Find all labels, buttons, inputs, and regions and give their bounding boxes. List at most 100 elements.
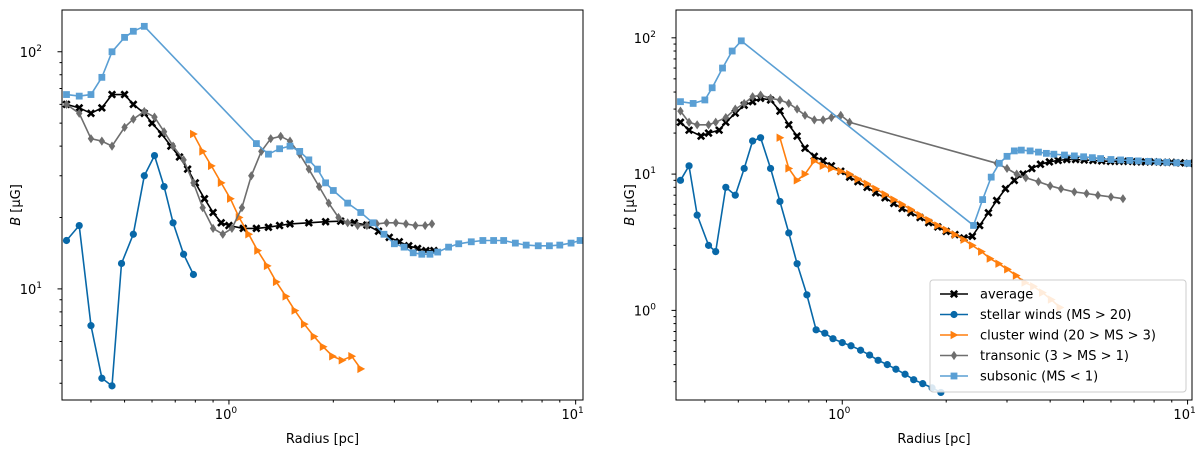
series-line-average [66,93,434,252]
data-point-transonic [1013,169,1020,179]
data-point-cluster [872,184,881,194]
data-point-transonic [238,203,246,213]
data-point-subsonic [286,142,294,150]
data-point-transonic [141,106,148,117]
data-point-subsonic [1003,152,1011,160]
data-point-average [748,97,757,106]
data-point-stellar [169,219,177,227]
data-point-transonic [277,131,284,141]
data-point-stellar [150,151,159,160]
data-point-transonic [108,141,116,151]
data-point-transonic [677,106,684,116]
data-point-transonic [1119,194,1127,204]
data-point-transonic [87,134,95,144]
data-point-average [252,224,261,233]
data-point-subsonic [455,240,463,248]
data-point-transonic [98,136,106,146]
data-point-subsonic [1026,147,1034,155]
data-point-subsonic [1080,153,1088,161]
data-point-cluster [854,174,863,184]
data-point-cluster [837,167,846,176]
data-point-subsonic [1010,147,1018,155]
data-point-subsonic [467,238,475,246]
data-point-transonic [767,93,774,103]
series-cluster [776,133,1065,312]
data-point-subsonic [296,148,304,155]
data-point-stellar [847,342,855,350]
data-point-average [1045,157,1054,166]
x-tick-label: 100 [828,406,851,423]
data-point-average [984,208,993,217]
data-point-average [107,90,117,99]
data-point-stellar [704,241,713,249]
series-average [676,94,1192,243]
data-point-average [676,118,685,127]
series-subsonic [677,37,1191,229]
data-point-cluster [810,156,819,166]
data-point-transonic [757,90,764,100]
data-point-subsonic [400,243,408,251]
data-point-transonic [209,223,217,233]
data-point-subsonic [556,241,564,249]
data-point-cluster [934,221,943,230]
data-point-subsonic [1126,157,1134,164]
data-point-average [704,128,713,138]
data-point-transonic [315,182,323,192]
data-point-cluster [819,161,828,171]
data-point-stellar [883,361,891,369]
data-point-transonic [402,219,410,229]
data-point-transonic [819,115,827,125]
data-point-transonic [248,171,255,181]
data-point-transonic [344,218,351,228]
data-point-average [792,131,802,141]
data-point-subsonic [1097,155,1105,162]
data-point-subsonic [567,239,575,247]
data-point-transonic [801,110,809,120]
data-point-subsonic [534,242,542,250]
data-point-transonic [1094,190,1102,200]
data-point-transonic [305,164,313,174]
data-point-subsonic [689,100,697,107]
data-point-transonic [837,110,844,120]
data-point-transonic [1057,184,1065,194]
legend-marker [950,372,958,380]
data-point-cluster [968,241,977,250]
data-point-transonic [190,178,197,188]
data-point-transonic [793,104,801,114]
data-point-stellar [766,164,775,173]
data-point-subsonic [1035,148,1042,156]
data-point-transonic [1071,187,1078,197]
legend-marker [950,350,958,361]
data-point-cluster [785,164,794,173]
data-point-transonic [219,229,226,239]
data-point-transonic [199,203,206,213]
data-point-transonic [160,127,168,137]
data-point-average [715,126,724,135]
data-point-stellar [892,365,900,373]
legend-entry-average: average [940,288,1033,303]
series-cluster [190,129,366,374]
data-point-cluster [263,261,272,271]
data-point-cluster [907,205,916,214]
data-point-subsonic [1070,152,1078,160]
data-point-stellar [693,211,701,219]
data-point-cluster [300,319,309,329]
data-point-transonic [169,141,177,151]
data-point-subsonic [701,96,709,104]
y-tick-label: 101 [634,166,656,183]
data-point-subsonic [1134,157,1142,165]
left-panel: 100 101 101 102 Radius [pc] B [μG] [9,9,584,447]
data-point-average [129,100,138,109]
data-point-average [784,120,793,129]
data-point-subsonic [1154,158,1162,166]
data-point-subsonic [719,64,726,72]
legend-entry-transonic: transonic (3 > MS > 1) [940,349,1129,364]
data-point-cluster [357,364,366,374]
data-point-average [775,106,785,116]
data-point-subsonic [677,98,684,106]
data-point-stellar [866,351,874,359]
data-point-average [968,232,977,241]
data-point-transonic [428,219,436,229]
data-point-average [321,217,330,226]
data-point-cluster [978,247,986,256]
